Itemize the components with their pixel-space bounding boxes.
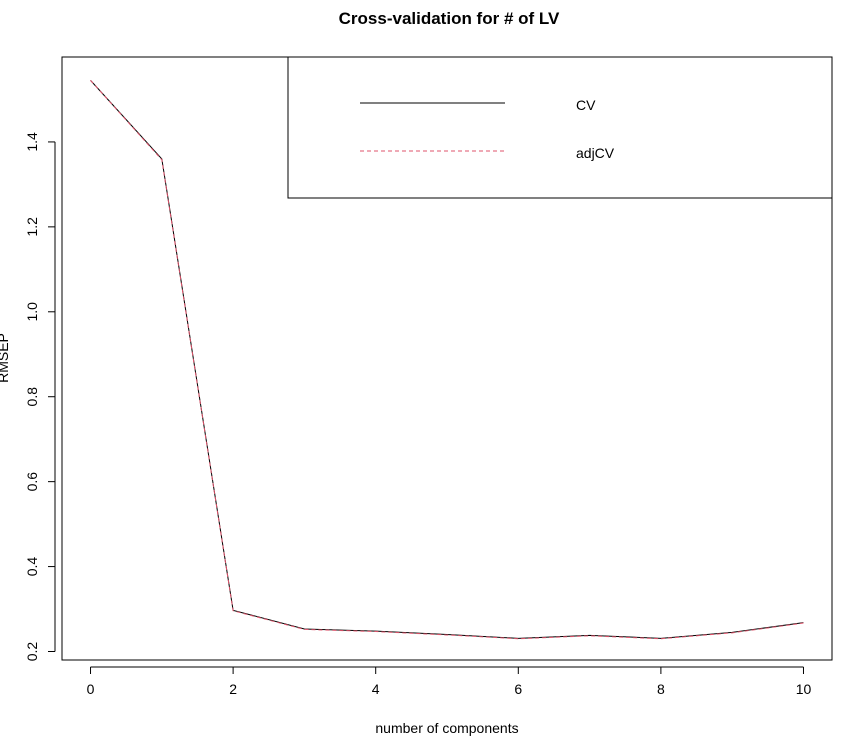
y-tick-label: 1.0 (24, 302, 40, 322)
legend-label-adjcv: adjCV (576, 145, 615, 161)
legend-label-cv: CV (576, 97, 596, 113)
y-tick-label: 0.2 (24, 642, 40, 662)
x-tick-label: 0 (87, 681, 95, 697)
y-tick-label: 0.6 (24, 472, 40, 492)
y-axis: 0.2 0.4 0.6 0.8 1.0 1.2 1.4 (24, 132, 56, 662)
x-axis: 0 2 4 6 8 10 (87, 666, 812, 697)
series-line-adjcv (90, 80, 804, 640)
x-tick-label: 10 (796, 681, 812, 697)
x-tick-label: 8 (657, 681, 665, 697)
x-tick-label: 4 (372, 681, 380, 697)
y-tick-label: 0.8 (24, 387, 40, 407)
legend: CV adjCV (287, 56, 833, 199)
y-tick-label: 1.4 (24, 132, 40, 152)
y-tick-label: 1.2 (24, 217, 40, 237)
chart-title: Cross-validation for # of LV (339, 9, 560, 28)
x-tick-label: 2 (229, 681, 237, 697)
x-tick-label: 6 (514, 681, 522, 697)
legend-box (287, 56, 833, 199)
x-axis-label: number of components (375, 720, 518, 736)
y-tick-label: 0.4 (24, 557, 40, 577)
y-axis-label: RMSEP (0, 333, 11, 383)
series-layer (90, 80, 804, 640)
